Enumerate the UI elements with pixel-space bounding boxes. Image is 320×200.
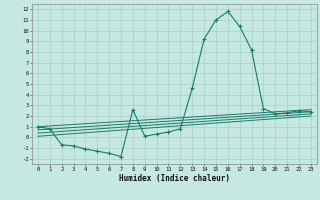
X-axis label: Humidex (Indice chaleur): Humidex (Indice chaleur) (119, 174, 230, 183)
